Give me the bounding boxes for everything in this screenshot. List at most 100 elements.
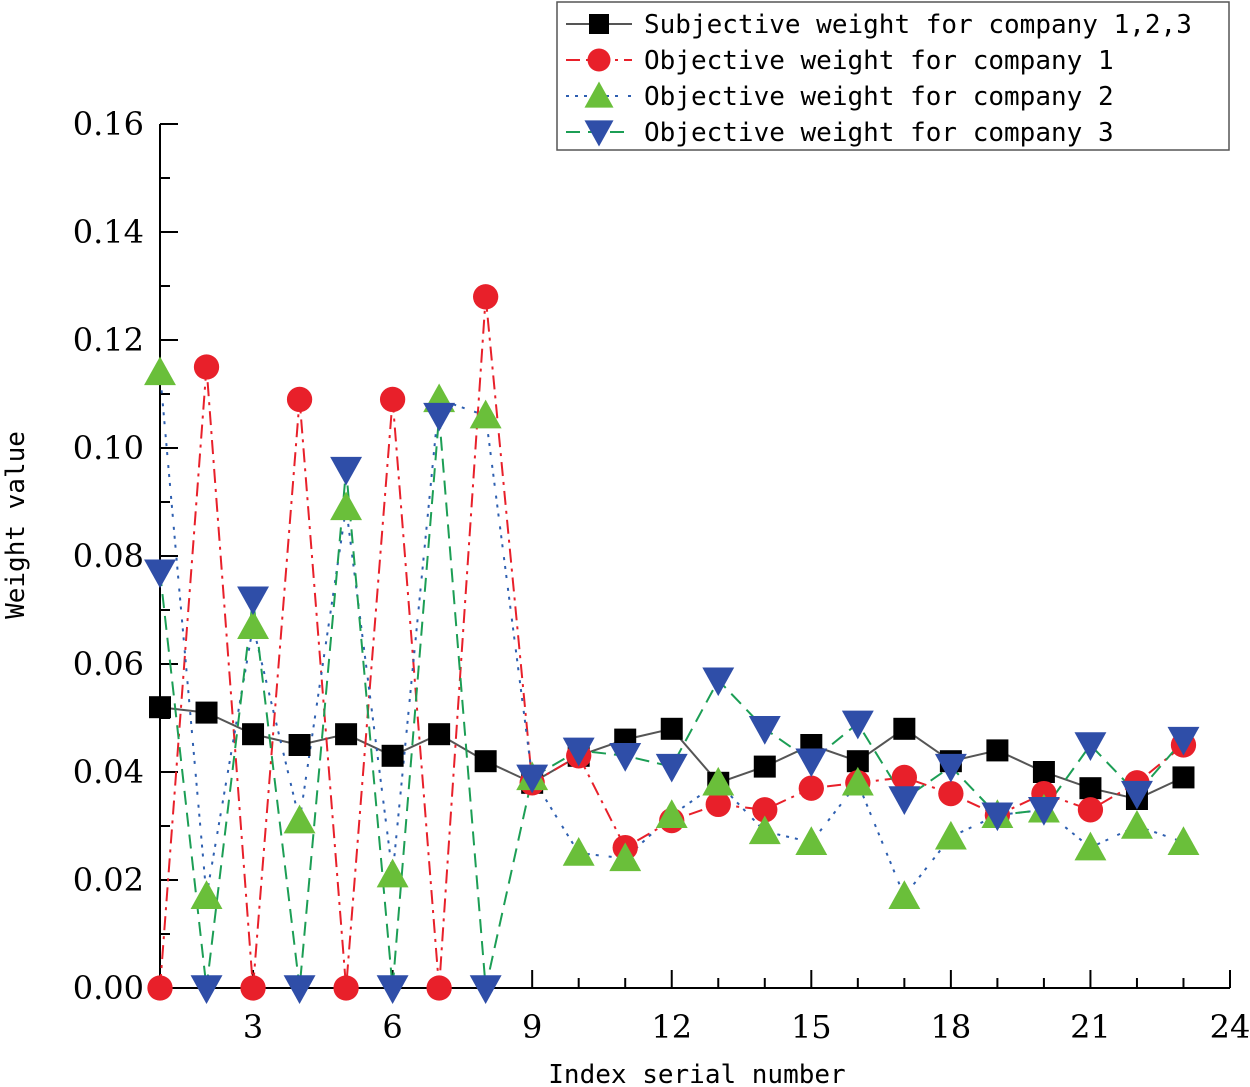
series-markers-3 [144,356,1200,909]
axes [159,124,1230,989]
legend-label: Objective weight for company 3 [644,118,1114,148]
y-tick-label: 0.12 [73,321,144,359]
x-tick-label: 12 [651,1008,692,1046]
marker-triangle-down [888,786,921,815]
marker-triangle-down [1121,780,1153,810]
x-tick-label: 3 [243,1008,263,1046]
marker-circle [891,764,917,791]
series-line-4 [159,415,1185,989]
marker-square [195,701,218,724]
x-tick-label: 6 [382,1008,402,1046]
marker-triangle-down [795,748,828,778]
marker-triangle-up [584,81,614,108]
legend-marker [587,48,611,72]
marker-triangle-up [1074,831,1107,861]
marker-square [753,755,776,778]
marker-square [846,750,869,773]
marker-triangle-down [330,456,363,486]
y-tick-label: 0.04 [73,753,144,791]
marker-square [1032,761,1055,783]
x-tick-label: 24 [1210,1008,1250,1046]
marker-circle [379,386,406,413]
marker-circle [240,975,266,1001]
marker-triangle-up [655,799,688,828]
marker-circle [333,975,359,1001]
legend-box [556,1,1230,151]
marker-circle [705,791,731,818]
marker-circle [426,975,452,1001]
marker-circle [147,975,173,1001]
marker-triangle-down [1167,726,1200,756]
legend-marker [584,120,614,147]
marker-square [381,744,404,767]
marker-triangle-up [283,804,316,834]
marker-square [986,739,1009,762]
marker-triangle-up [562,837,595,866]
y-tick-label: 0.02 [73,861,144,899]
marker-triangle-up [748,815,781,845]
legend-marker [589,14,609,34]
marker-triangle-down [283,975,316,1004]
marker-triangle-up [934,820,967,850]
legend-label: Objective weight for company 2 [644,82,1114,112]
marker-circle [1077,797,1104,823]
x-tick-label: 15 [791,1008,832,1046]
marker-square [660,717,683,740]
series-markers-2 [147,284,1197,1001]
marker-triangle-down [144,559,176,589]
y-axis-title: Weight value [1,431,31,619]
x-tick-label: 21 [1070,1008,1111,1046]
marker-triangle-up [469,399,502,429]
x-tick-label: 18 [931,1008,972,1046]
y-tick-label: 0.16 [73,105,144,143]
series-markers-4 [144,402,1200,1004]
marker-triangle-up [237,610,269,639]
marker-triangle-down [423,402,456,432]
marker-triangle-down [934,753,967,783]
y-tick-label: 0.14 [73,213,144,251]
marker-square [1172,766,1195,789]
series-lines [159,296,1185,989]
marker-triangle-up [795,826,828,855]
marker-square [474,750,497,773]
marker-triangle-down [237,586,269,616]
y-ticks: 0.00 0.02 0.04 0.06 0.08 0.10 0.12 0.14 0.16 [73,105,178,1007]
marker-triangle-down [584,120,614,147]
marker-circle [938,780,964,807]
legend: Subjective weight for company 1,2,3 Objec… [556,1,1230,151]
x-axis-title: Index serial number [548,1060,845,1087]
marker-circle [286,386,313,413]
marker-triangle-down [1074,732,1107,761]
marker-triangle-up [1167,826,1200,855]
marker-triangle-down [376,975,409,1004]
marker-triangle-down [190,975,223,1004]
marker-square [149,696,171,719]
marker-triangle-down [469,975,502,1004]
marker-square [288,734,311,756]
legend-label: Subjective weight for company 1,2,3 [644,10,1192,40]
marker-square [242,723,265,746]
series-line-2 [159,296,1185,989]
marker-triangle-down [609,743,642,772]
marker-triangle-down [516,764,549,794]
marker-triangle-down [1027,797,1060,826]
marker-square [893,717,916,740]
marker-circle [193,354,220,380]
y-tick-label: 0.08 [73,537,144,575]
y-tick-label: 0.00 [73,969,144,1007]
marker-triangle-up [144,356,176,386]
marker-triangle-down [702,667,735,697]
marker-triangle-up [609,842,642,872]
marker-square [1079,777,1102,800]
marker-triangle-up [888,880,921,909]
marker-triangle-up [841,766,874,796]
marker-triangle-down [841,710,874,740]
legend-marker [584,81,614,108]
marker-triangle-up [190,880,223,909]
marker-square [335,723,358,746]
marker-triangle-up [330,491,363,521]
x-ticks: 3 6 9 12 15 18 21 24 [205,970,1250,1046]
marker-triangle-down [655,753,688,783]
series-markers [144,284,1200,1004]
